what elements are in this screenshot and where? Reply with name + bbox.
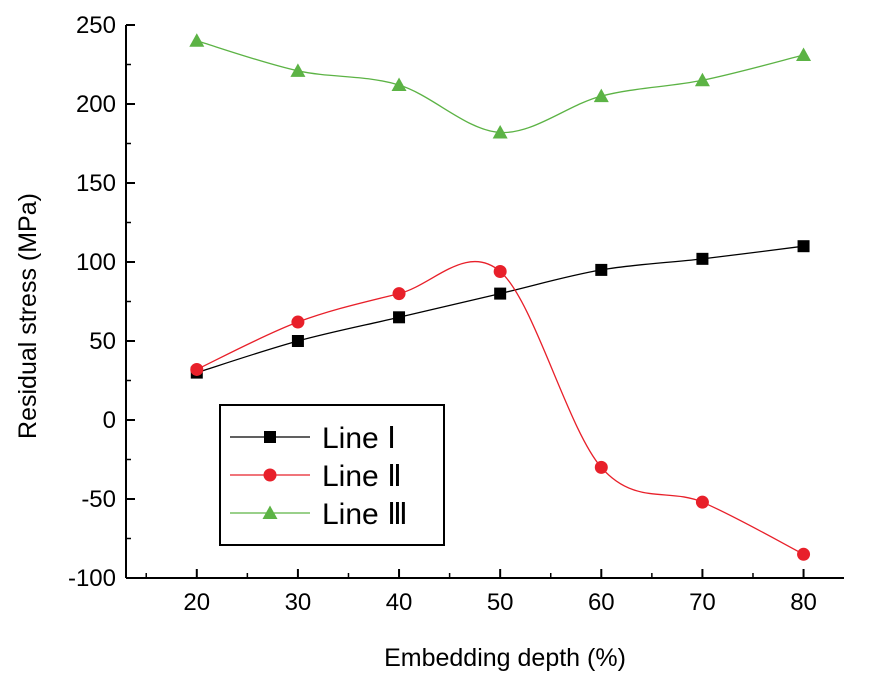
y-tick-label: 0 xyxy=(103,407,116,434)
series-3-point xyxy=(189,33,205,47)
series-2-point xyxy=(392,287,406,301)
legend-marker xyxy=(264,431,276,443)
x-tick-label: 50 xyxy=(487,589,514,616)
series-3-point xyxy=(290,63,306,77)
y-tick-label: 150 xyxy=(76,170,116,197)
series-2-point xyxy=(190,362,204,376)
series-3-point xyxy=(391,77,407,92)
series-1-point xyxy=(291,335,304,347)
legend: Line Ⅰ Line Ⅱ Line Ⅲ xyxy=(219,404,445,546)
legend-label: Line Ⅲ xyxy=(322,498,408,531)
legend-marker xyxy=(262,505,278,519)
series-2 xyxy=(190,260,811,561)
y-tick-label: -100 xyxy=(68,565,116,592)
series-2-point xyxy=(695,495,709,509)
x-tick-label: 20 xyxy=(183,589,210,616)
series-1-point xyxy=(797,240,810,253)
series-1 xyxy=(190,240,810,379)
series-3-point xyxy=(694,72,710,87)
x-tick-label: 60 xyxy=(588,589,615,616)
series-3-point xyxy=(492,124,508,139)
x-tick-label: 40 xyxy=(386,589,413,616)
series-3 xyxy=(189,33,812,139)
series-1-point xyxy=(494,287,507,300)
axes: -100 -50 0 50 100 150 200 250 20 30 40 50 60 70 80 xyxy=(68,12,844,616)
legend-marker xyxy=(263,468,277,482)
legend-numeral: Ⅲ xyxy=(387,498,408,531)
legend-numeral: Ⅰ xyxy=(387,422,396,455)
series-1-point xyxy=(696,252,709,265)
legend-item: Line Ⅱ xyxy=(230,460,402,493)
series-1-point xyxy=(393,311,406,324)
legend-label: Line Ⅱ xyxy=(322,460,402,493)
x-tick-label: 30 xyxy=(285,589,312,616)
y-tick-label: 200 xyxy=(76,91,116,118)
y-tick-label: 250 xyxy=(76,12,116,39)
legend-item: Line Ⅰ xyxy=(230,422,396,455)
y-tick-label: 100 xyxy=(76,249,116,276)
series-layer xyxy=(189,33,812,561)
series-2-point xyxy=(797,547,811,561)
legend-numeral: Ⅱ xyxy=(387,460,402,493)
y-tick-label: 50 xyxy=(89,328,116,355)
legend-label: Line Ⅰ xyxy=(322,422,396,455)
x-axis-title: Embedding depth (%) xyxy=(384,644,626,672)
series-3-point xyxy=(796,47,812,62)
series-2-point xyxy=(291,315,305,329)
y-axis-title: Residual stress (MPa) xyxy=(14,193,42,439)
y-tick-label: -50 xyxy=(81,486,116,513)
x-tick-label: 70 xyxy=(689,589,716,616)
series-3-point xyxy=(593,88,609,103)
series-2-point xyxy=(493,264,507,278)
series-1-point xyxy=(595,263,608,276)
x-tick-label: 80 xyxy=(790,589,817,616)
series-2-point xyxy=(594,460,608,474)
legend-item: Line Ⅲ xyxy=(230,498,408,531)
